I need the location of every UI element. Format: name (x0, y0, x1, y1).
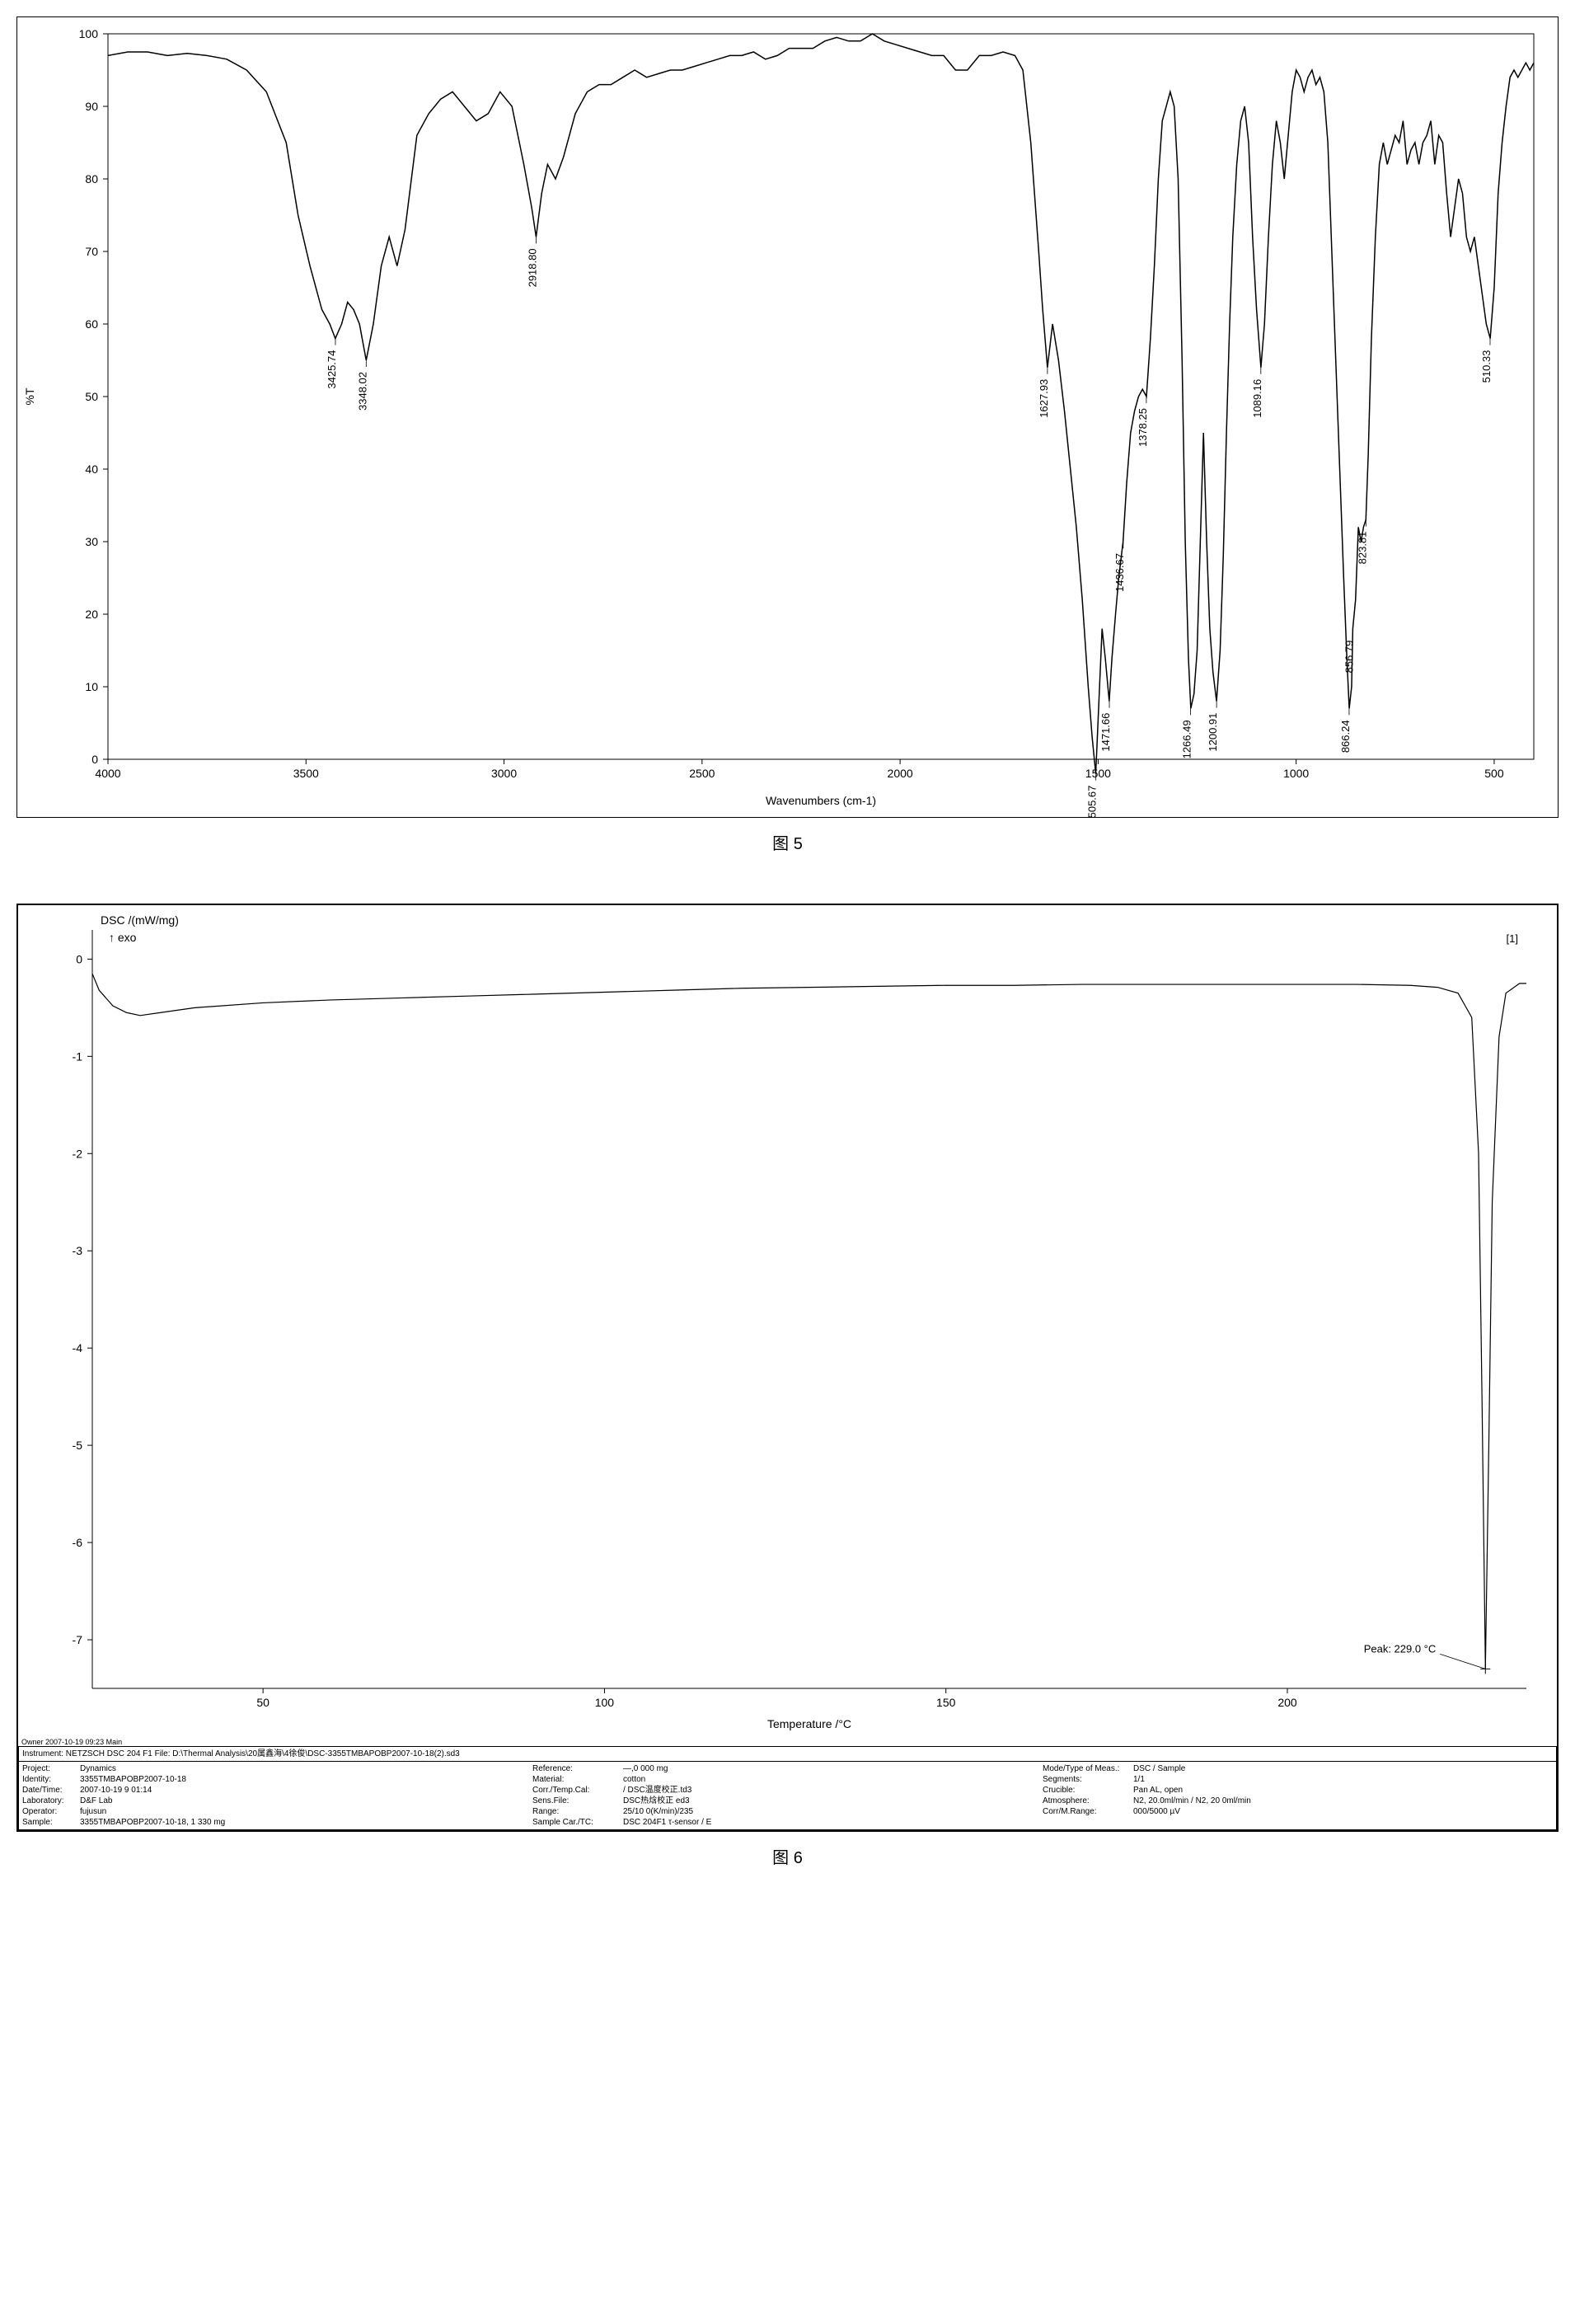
svg-text:-6: -6 (73, 1536, 83, 1549)
meta-row: Reference:—,0 000 mg (532, 1763, 1043, 1774)
svg-text:-5: -5 (73, 1439, 83, 1452)
svg-text:90: 90 (85, 100, 98, 113)
svg-text:1471.66: 1471.66 (1099, 713, 1112, 752)
svg-text:-1: -1 (73, 1049, 83, 1063)
svg-text:1000: 1000 (1283, 767, 1309, 780)
svg-text:DSC /(mW/mg): DSC /(mW/mg) (101, 913, 179, 927)
svg-text:-3: -3 (73, 1244, 83, 1257)
svg-text:-7: -7 (73, 1633, 83, 1646)
svg-text:3500: 3500 (293, 767, 319, 780)
meta-row: Range:25/10 0(K/min)/235 (532, 1806, 1043, 1817)
svg-text:500: 500 (1484, 767, 1504, 780)
svg-text:40: 40 (85, 462, 98, 476)
svg-text:Peak: 229.0 °C: Peak: 229.0 °C (1364, 1642, 1437, 1655)
svg-text:0: 0 (91, 753, 98, 766)
svg-text:%T: %T (23, 387, 36, 405)
ir-chart: 0 10 20 30 40 50 60 70 80 90 100 4000 3500 3000 2500 20… (16, 16, 1559, 818)
svg-text:1505.67: 1505.67 (1086, 786, 1099, 817)
meta-row: Sample:3355TMBAPOBP2007-10-18, 1 330 mg (22, 1817, 532, 1828)
svg-text:1436.67: 1436.67 (1113, 553, 1126, 592)
svg-text:30: 30 (85, 535, 98, 548)
meta-row: Identity:3355TMBAPOBP2007-10-18 (22, 1774, 532, 1785)
svg-text:2918.80: 2918.80 (527, 248, 539, 287)
meta-columns: Project:DynamicsIdentity:3355TMBAPOBP200… (19, 1762, 1556, 1829)
meta-row: Sens.File:DSC热焓校正 ed3 (532, 1796, 1043, 1806)
meta-row: Material:cotton (532, 1774, 1043, 1785)
svg-text:3425.74: 3425.74 (326, 350, 338, 389)
dsc-svg: 0 -1 -2 -3 -4 -5 -6 -7 50 100 150 200 Temperature /°… (18, 905, 1559, 1738)
svg-text:80: 80 (85, 172, 98, 185)
meta-col-2: Reference:—,0 000 mgMaterial:cottonCorr.… (532, 1763, 1043, 1828)
svg-text:100: 100 (595, 1696, 615, 1709)
svg-text:100: 100 (79, 27, 99, 40)
fig6-caption: 图 6 (16, 1844, 1559, 1868)
svg-text:823.81: 823.81 (1356, 532, 1368, 565)
svg-text:-2: -2 (73, 1147, 83, 1160)
svg-text:60: 60 (85, 317, 98, 331)
figure-5: 0 10 20 30 40 50 60 70 80 90 100 4000 3500 3000 2500 20… (16, 16, 1559, 854)
meta-row: Corr/M.Range:000/5000 µV (1043, 1806, 1553, 1817)
svg-text:1627.93: 1627.93 (1038, 379, 1050, 418)
fig5-caption: 图 5 (16, 830, 1559, 854)
svg-text:1378.25: 1378.25 (1137, 408, 1149, 447)
meta-row: Date/Time:2007-10-19 9 01:14 (22, 1785, 532, 1796)
meta-row: Project:Dynamics (22, 1763, 532, 1774)
svg-text:50: 50 (256, 1696, 270, 1709)
svg-text:50: 50 (85, 390, 98, 403)
metadata-box: Instrument: NETZSCH DSC 204 F1 File: D:\… (18, 1746, 1557, 1830)
svg-text:1266.49: 1266.49 (1181, 720, 1193, 758)
svg-text:0: 0 (76, 952, 82, 965)
meta-row: Operator:fujusun (22, 1806, 532, 1817)
svg-text:2000: 2000 (888, 767, 913, 780)
svg-text:3348.02: 3348.02 (356, 372, 368, 411)
meta-row: Crucible:Pan AL, open (1043, 1785, 1553, 1796)
instrument-row: Instrument: NETZSCH DSC 204 F1 File: D:\… (19, 1747, 1556, 1762)
svg-text:-4: -4 (73, 1341, 83, 1354)
svg-text:20: 20 (85, 608, 98, 621)
svg-text:1200.91: 1200.91 (1207, 713, 1219, 752)
meta-row: Mode/Type of Meas.:DSC / Sample (1043, 1763, 1553, 1774)
svg-text:↑ exo: ↑ exo (109, 931, 137, 944)
meta-col-1: Project:DynamicsIdentity:3355TMBAPOBP200… (22, 1763, 532, 1828)
svg-text:866.24: 866.24 (1339, 720, 1352, 753)
figure-6: 0 -1 -2 -3 -4 -5 -6 -7 50 100 150 200 Temperature /°… (16, 904, 1559, 1868)
svg-text:10: 10 (85, 680, 98, 693)
svg-text:Temperature /°C: Temperature /°C (767, 1717, 851, 1730)
meta-row: Atmosphere:N2, 20.0ml/min / N2, 20 0ml/m… (1043, 1796, 1553, 1806)
ir-svg: 0 10 20 30 40 50 60 70 80 90 100 4000 3500 3000 2500 20… (17, 17, 1559, 817)
svg-text:4000: 4000 (95, 767, 120, 780)
svg-text:Wavenumbers (cm-1): Wavenumbers (cm-1) (766, 794, 876, 807)
owner-line: Owner 2007-10-19 09:23 Main (18, 1738, 1557, 1746)
svg-text:856.79: 856.79 (1343, 641, 1355, 674)
svg-text:2500: 2500 (689, 767, 715, 780)
svg-text:1089.16: 1089.16 (1251, 379, 1263, 418)
svg-text:[1]: [1] (1507, 932, 1518, 945)
svg-text:150: 150 (936, 1696, 956, 1709)
meta-col-3: Mode/Type of Meas.:DSC / SampleSegments:… (1043, 1763, 1553, 1828)
meta-row: Corr./Temp.Cal:/ DSC温度校正.td3 (532, 1785, 1043, 1796)
dsc-chart: 0 -1 -2 -3 -4 -5 -6 -7 50 100 150 200 Temperature /°… (16, 904, 1559, 1832)
meta-row: Laboratory:D&F Lab (22, 1796, 532, 1806)
svg-text:200: 200 (1277, 1696, 1297, 1709)
meta-row: Sample Car./TC:DSC 204F1 τ-sensor / E (532, 1817, 1043, 1828)
svg-text:70: 70 (85, 245, 98, 258)
meta-row: Segments:1/1 (1043, 1774, 1553, 1785)
svg-text:3000: 3000 (491, 767, 517, 780)
svg-text:510.33: 510.33 (1480, 350, 1493, 383)
svg-text:1500: 1500 (1085, 767, 1111, 780)
